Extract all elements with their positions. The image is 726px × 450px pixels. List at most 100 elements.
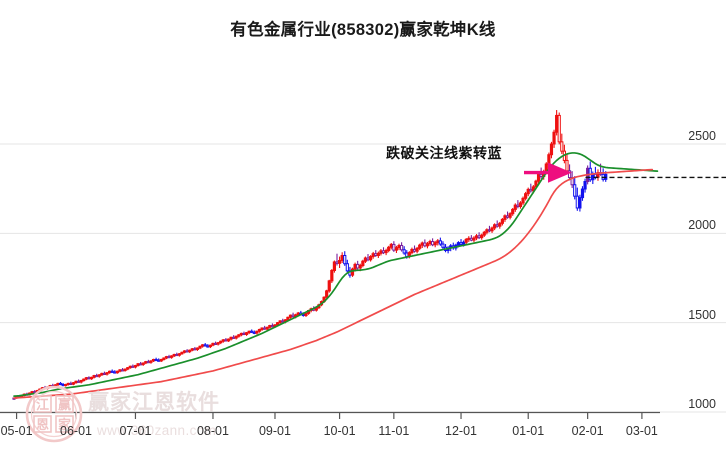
candle-body bbox=[456, 242, 461, 246]
candle-body bbox=[436, 240, 440, 244]
annotation-layer bbox=[524, 162, 726, 183]
candle-body bbox=[405, 252, 409, 258]
candle-body bbox=[141, 362, 145, 365]
candle-body bbox=[250, 330, 254, 333]
y-axis-tick-label: 2500 bbox=[688, 129, 716, 143]
candle-body bbox=[381, 250, 386, 254]
candle-body bbox=[157, 359, 161, 362]
candle-body bbox=[79, 380, 83, 383]
candle-body bbox=[418, 244, 422, 249]
candle-body bbox=[242, 332, 246, 335]
candle-body bbox=[330, 269, 334, 282]
candle-body bbox=[146, 361, 150, 364]
candle-body bbox=[433, 242, 437, 246]
candle-body bbox=[77, 380, 81, 383]
candle-body bbox=[526, 188, 530, 195]
x-axis-tick-label: 09-01 bbox=[258, 424, 291, 438]
candle-body bbox=[340, 254, 344, 261]
candle-body bbox=[110, 370, 114, 373]
candle-body bbox=[288, 314, 293, 318]
candle-body bbox=[193, 348, 197, 351]
candle-body bbox=[474, 235, 479, 239]
candle-body bbox=[575, 195, 579, 209]
candle-body bbox=[115, 370, 119, 374]
x-axis-tick-label: 05-01 bbox=[0, 424, 33, 438]
candle-body bbox=[263, 327, 267, 330]
axis-lines bbox=[0, 411, 660, 419]
candle-body bbox=[170, 355, 174, 358]
annotation-breakdown-label: 跌破关注线紫转蓝 bbox=[386, 145, 502, 161]
candle-body bbox=[402, 249, 406, 254]
candle-body bbox=[363, 257, 368, 262]
moving-average-lines bbox=[13, 152, 659, 399]
candle-body bbox=[397, 244, 401, 249]
candle-body bbox=[410, 248, 414, 254]
candle-body bbox=[123, 368, 127, 372]
candlestick-series bbox=[12, 110, 608, 400]
watermark-brand-text: 赢家江恩软件 bbox=[88, 391, 220, 414]
candle-body bbox=[462, 241, 466, 245]
svg-text:赢: 赢 bbox=[58, 397, 71, 413]
candle-body bbox=[139, 363, 143, 366]
x-axis-tick-label: 08-01 bbox=[196, 424, 229, 438]
candle-body bbox=[278, 320, 282, 324]
candle-body bbox=[136, 363, 140, 367]
candle-body bbox=[291, 314, 295, 318]
candle-body bbox=[118, 369, 122, 372]
candle-body bbox=[149, 360, 153, 363]
candle-body bbox=[361, 260, 365, 266]
candle-body bbox=[133, 365, 138, 368]
candle-body bbox=[518, 202, 523, 208]
candle-body bbox=[573, 184, 577, 197]
candle-body bbox=[482, 231, 486, 236]
candle-body bbox=[198, 345, 202, 349]
svg-text:江: 江 bbox=[36, 397, 49, 413]
candle-body bbox=[234, 335, 238, 339]
candle-body bbox=[511, 208, 515, 215]
candle-body bbox=[498, 222, 502, 227]
candle-body bbox=[428, 241, 432, 245]
candle-body bbox=[376, 252, 380, 256]
candle-body bbox=[374, 253, 378, 256]
candle-body bbox=[131, 365, 135, 368]
candle-body bbox=[500, 218, 504, 224]
x-axis-tick-label: 02-01 bbox=[571, 424, 604, 438]
candle-body bbox=[182, 350, 187, 353]
candle-body bbox=[327, 280, 331, 292]
candle-body bbox=[555, 114, 559, 133]
candle-body bbox=[71, 382, 76, 385]
candle-body bbox=[208, 344, 212, 348]
y-axis-tick-label: 1500 bbox=[688, 307, 716, 322]
candle-body bbox=[257, 328, 262, 332]
candle-body bbox=[201, 344, 205, 347]
candle-body bbox=[120, 369, 125, 372]
candle-body bbox=[108, 370, 112, 374]
candle-body bbox=[213, 342, 218, 345]
candle-body bbox=[560, 141, 564, 152]
candle-body bbox=[325, 290, 329, 298]
candle-body bbox=[387, 246, 391, 251]
candle-body bbox=[203, 344, 207, 347]
candle-body bbox=[74, 380, 78, 384]
candle-body bbox=[216, 342, 220, 345]
candle-body bbox=[105, 372, 109, 375]
candle-body bbox=[255, 330, 259, 334]
candle-body bbox=[87, 377, 91, 380]
x-axis-tick-label: 10-01 bbox=[323, 424, 356, 438]
candle-body bbox=[521, 197, 525, 204]
candle-body bbox=[188, 349, 192, 353]
candle-body bbox=[247, 330, 251, 334]
x-axis-tick-label: 03-01 bbox=[625, 424, 658, 438]
candle-body bbox=[549, 143, 554, 156]
candle-body bbox=[469, 237, 473, 241]
candle-body bbox=[167, 356, 171, 359]
candle-body bbox=[490, 227, 494, 232]
candle-body bbox=[524, 193, 528, 199]
candle-body bbox=[358, 264, 362, 269]
candle-body bbox=[229, 336, 233, 340]
candle-body bbox=[400, 244, 404, 251]
candle-body bbox=[270, 325, 274, 328]
candle-body bbox=[567, 170, 572, 179]
